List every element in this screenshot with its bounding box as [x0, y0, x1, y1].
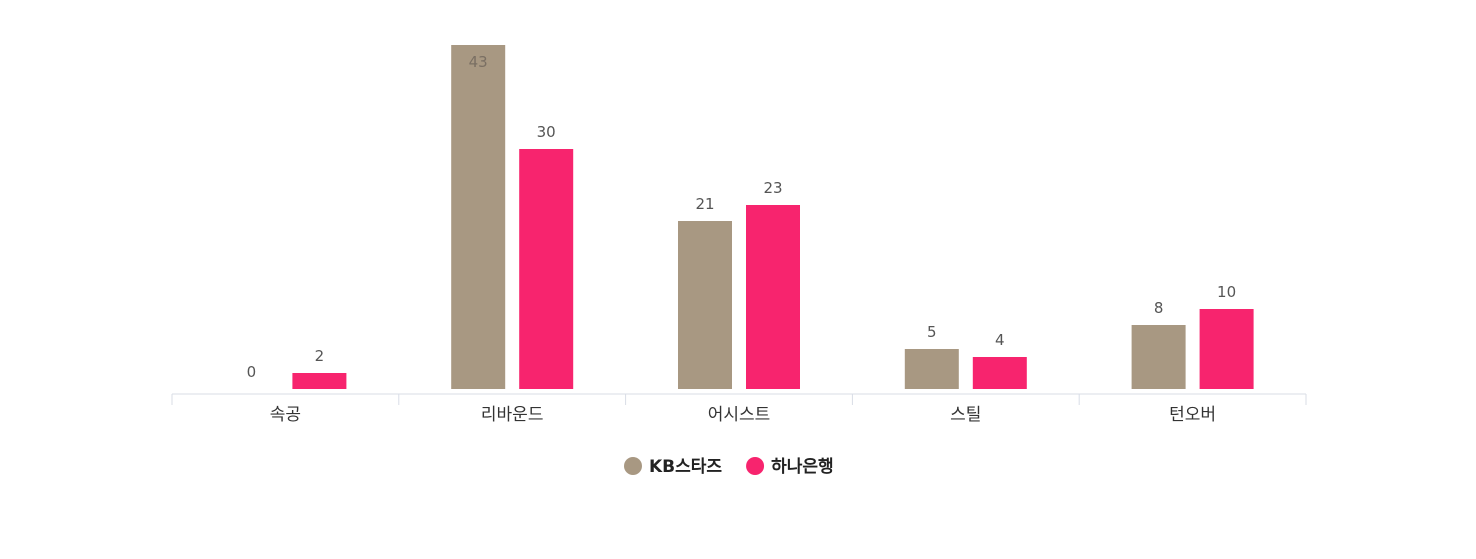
- data-label-kb-1: 43: [469, 53, 488, 71]
- bar-kb-3: [904, 349, 959, 389]
- x-tick-label-4: 턴오버: [1169, 405, 1216, 425]
- bar-hana-4: [1199, 309, 1254, 389]
- bar-hana-2: [746, 205, 800, 389]
- bar-hana-1: [519, 149, 574, 389]
- data-label-kb-0: 0: [247, 363, 257, 381]
- data-label-hana-3: 4: [995, 331, 1005, 349]
- bars-layer: [292, 45, 1254, 389]
- data-label-kb-3: 5: [927, 323, 937, 341]
- x-tick-label-1: 리바운드: [481, 405, 544, 425]
- data-label-hana-1: 30: [537, 123, 556, 141]
- bar-hana-0: [292, 373, 347, 389]
- bar-kb-2: [678, 221, 732, 389]
- data-label-kb-2: 21: [695, 195, 714, 213]
- bar-kb-1: [451, 45, 506, 389]
- x-axis: 속공 리바운드 어시스트 스틸 턴오버: [171, 393, 1307, 425]
- data-label-hana-2: 23: [763, 179, 782, 197]
- bar-kb-4: [1131, 325, 1186, 389]
- legend-label: 하나은행: [771, 457, 834, 477]
- data-label-hana-0: 2: [315, 347, 325, 365]
- legend-item-kb[interactable]: KB스타즈: [624, 457, 722, 477]
- x-tick-label-2: 어시스트: [708, 405, 771, 425]
- legend-label: KB스타즈: [649, 457, 722, 477]
- x-tick-label-3: 스틸: [950, 405, 981, 425]
- data-label-kb-4: 8: [1154, 299, 1164, 317]
- legend: KB스타즈 하나은행: [624, 457, 834, 477]
- legend-marker: [746, 457, 765, 475]
- x-tick-label-0: 속공: [270, 405, 301, 425]
- bar-hana-3: [972, 357, 1027, 389]
- value-labels-layer: 0 2 43 30 21 23 5 4 8 10: [247, 53, 1237, 381]
- data-label-hana-4: 10: [1217, 283, 1236, 301]
- legend-item-hana[interactable]: 하나은행: [746, 457, 834, 477]
- legend-marker: [624, 457, 642, 475]
